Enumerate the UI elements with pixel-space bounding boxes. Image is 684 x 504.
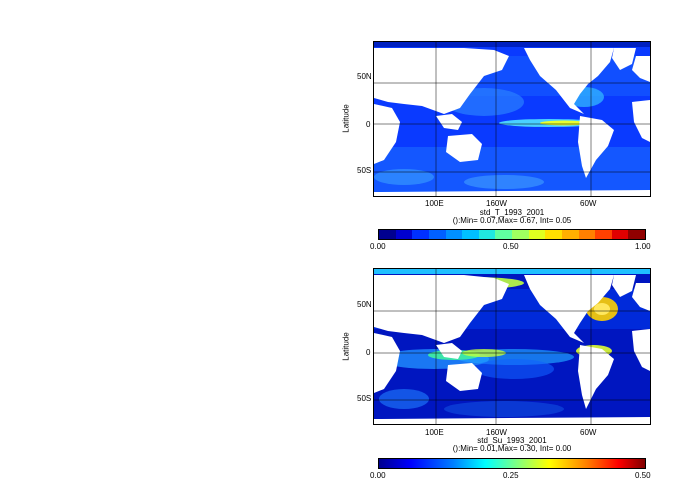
map1-ylabel: Latitude	[341, 104, 351, 133]
map2-land-samerica	[578, 345, 614, 409]
map1-colorbar-segment	[395, 230, 413, 239]
map1-colorbar-segment	[412, 230, 429, 239]
map1-lat-tick-50n: 50N	[357, 72, 372, 81]
map2-colorbar-label-mid: 0.25	[503, 471, 519, 480]
map1-colorbar-segment	[595, 230, 612, 239]
map1-colorbar-segment	[512, 230, 529, 239]
map2-lon-tick-100e: 100E	[425, 428, 444, 437]
map-panel-temperature: Latitude 50N 0 50S	[341, 41, 651, 251]
map2-land-europe	[632, 283, 650, 311]
map1-colorbar	[378, 229, 646, 240]
map2-land-seasia	[436, 343, 462, 359]
map2-land-greenland	[612, 275, 636, 297]
map1-colorbar-segment	[445, 230, 463, 239]
map1-land-europe	[632, 56, 650, 82]
map1-lat-tick-50s: 50S	[357, 166, 372, 175]
map1-colorbar-segment	[462, 230, 479, 239]
map2-land-africa	[374, 333, 400, 393]
map1-lon-tick-160w: 160W	[486, 199, 507, 208]
map2-colorbar	[378, 458, 646, 469]
map1-colorbar-label-max: 1.00	[635, 242, 651, 251]
map1-stats: ():Min= 0.07,Max= 0.67, Int= 0.05	[452, 216, 572, 225]
map1-colorbar-segment	[428, 230, 446, 239]
map2-lon-tick-60w: 60W	[580, 428, 597, 437]
map1-colorbar-segment	[578, 230, 596, 239]
map2-lat-tick-50n: 50N	[357, 300, 372, 309]
map1-colorbar-segment	[545, 230, 562, 239]
map1-land-asia	[374, 48, 509, 114]
map2-title: std_Su_1993_2001	[477, 436, 547, 445]
map2-land-australia	[446, 363, 482, 391]
map1-colorbar-segment	[478, 230, 496, 239]
map2-land-namerica	[524, 275, 614, 343]
map1-land-africa-west	[632, 100, 650, 142]
map1-colorbar-segment	[495, 230, 512, 239]
map1-colorbar-segment	[528, 230, 546, 239]
map1-land-greenland	[612, 48, 636, 70]
map1-lon-tick-60w: 60W	[580, 199, 597, 208]
map2-colorbar-label-min: 0.00	[370, 471, 386, 480]
map2-land-asia	[374, 275, 509, 343]
map1-colorbar-segment	[379, 230, 396, 239]
map1-title: std_T_1993_2001	[479, 208, 545, 217]
map2-plot-area	[373, 268, 651, 425]
map1-colorbar-segment	[628, 230, 645, 239]
map1-plot-area	[373, 41, 651, 197]
map1-colorbar-label-mid: 0.50	[503, 242, 519, 251]
map2-colorbar-label-max: 0.50	[635, 471, 651, 480]
map2-stats: ():Min= 0.01,Max= 0.30, Int= 0.00	[452, 444, 572, 453]
map-panel-salinity: Latitude 50N 0 50S	[0, 252, 684, 504]
map1-lat-tick-0: 0	[366, 120, 371, 129]
map2-lat-tick-0: 0	[366, 348, 371, 357]
map2-land-africa-west	[632, 329, 650, 371]
map2-ylabel: Latitude	[341, 332, 351, 361]
map1-land-namerica	[524, 48, 614, 114]
map1-land-seasia	[436, 114, 462, 130]
map1-land-samerica	[578, 116, 614, 178]
map2-lat-tick-50s: 50S	[357, 394, 372, 403]
map2-lon-tick-160w: 160W	[486, 428, 507, 437]
map1-land-antarctica	[374, 190, 650, 196]
map2-svg	[374, 269, 650, 424]
map1-land-australia	[446, 134, 482, 162]
map1-colorbar-segment	[561, 230, 579, 239]
map2-land-antarctica	[374, 417, 650, 424]
map1-land-africa	[374, 104, 400, 164]
map1-colorbar-label-min: 0.00	[370, 242, 386, 251]
map1-lon-tick-100e: 100E	[425, 199, 444, 208]
map1-svg	[374, 42, 650, 196]
map1-colorbar-segment	[611, 230, 629, 239]
